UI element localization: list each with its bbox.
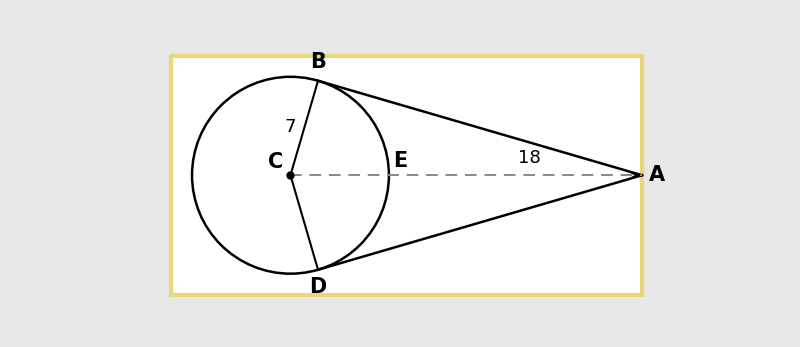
Text: D: D	[310, 277, 326, 297]
Bar	[171, 56, 642, 295]
Text: 7: 7	[285, 118, 296, 136]
Text: A: A	[649, 165, 665, 185]
Text: 18: 18	[518, 149, 541, 167]
Text: B: B	[310, 52, 326, 72]
Text: C: C	[268, 152, 283, 172]
Text: E: E	[393, 151, 407, 171]
